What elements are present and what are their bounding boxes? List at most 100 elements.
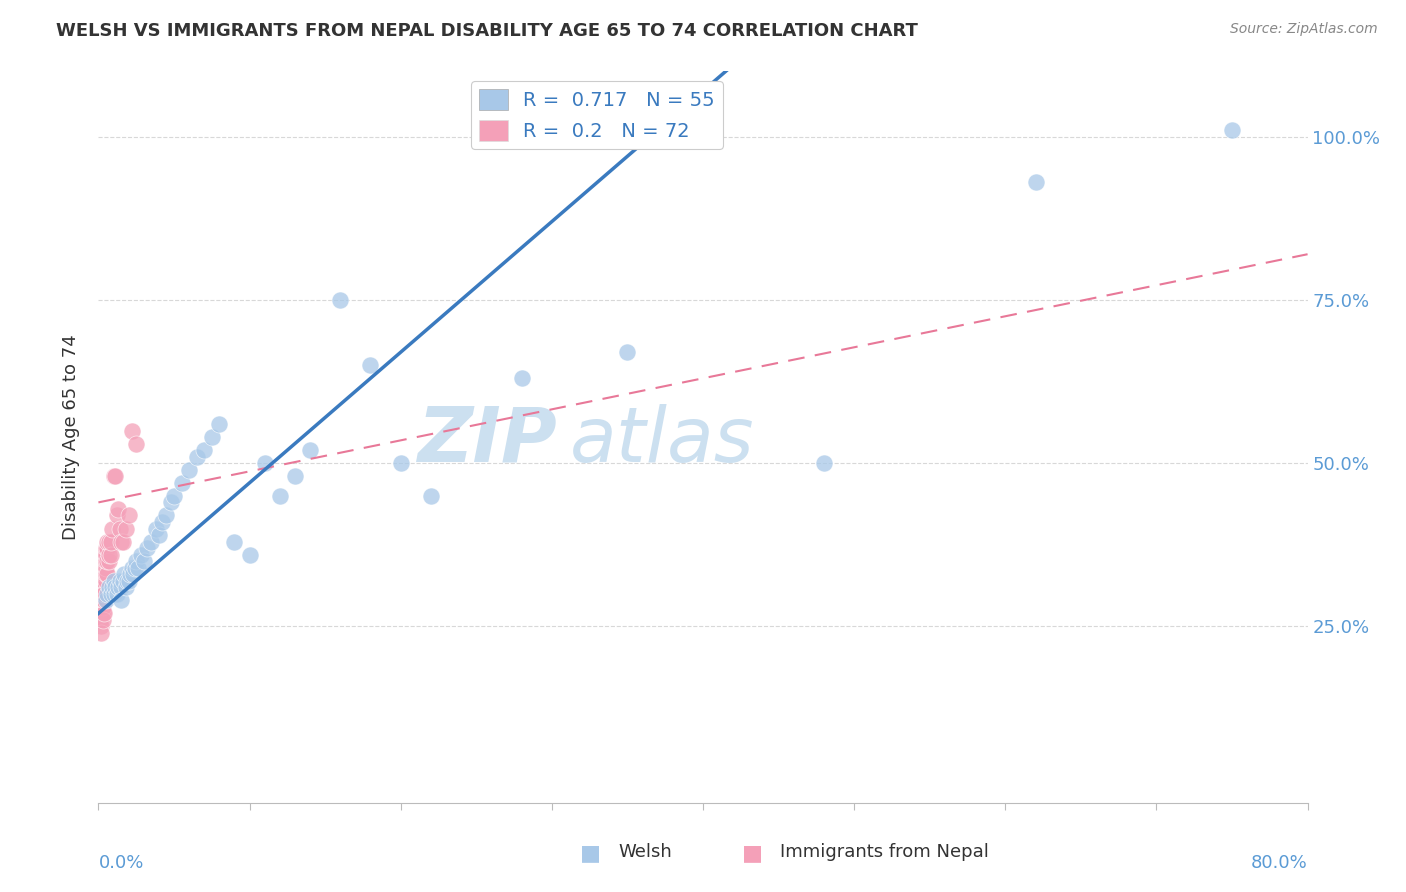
Point: [90, 580, 112, 594]
Point: [616, 345, 638, 359]
Point: [93, 554, 115, 568]
Point: [91, 560, 114, 574]
Point: [94, 593, 117, 607]
Point: [93, 593, 115, 607]
Point: [90, 548, 112, 562]
Point: [90, 599, 112, 614]
Text: 80.0%: 80.0%: [1251, 854, 1308, 872]
Point: [100, 587, 122, 601]
Point: [96, 534, 118, 549]
Point: [91, 580, 114, 594]
Point: [208, 417, 231, 431]
Point: [91, 574, 114, 588]
Point: [186, 450, 208, 464]
Text: Welsh: Welsh: [619, 843, 672, 861]
Point: [120, 567, 142, 582]
Point: [284, 469, 307, 483]
Point: [90, 587, 112, 601]
Point: [89, 587, 111, 601]
Point: [121, 424, 143, 438]
Point: [104, 580, 127, 594]
Point: [89, 574, 111, 588]
Point: [132, 554, 155, 568]
Point: [389, 456, 412, 470]
Point: [90, 560, 112, 574]
Point: [193, 443, 215, 458]
Point: [107, 580, 129, 594]
Point: [269, 489, 291, 503]
Point: [91, 587, 114, 601]
Point: [93, 560, 115, 574]
Point: [103, 469, 125, 483]
Point: [121, 560, 143, 574]
Point: [141, 534, 163, 549]
Point: [360, 358, 382, 372]
Legend: R =  0.717   N = 55, R =  0.2   N = 72: R = 0.717 N = 55, R = 0.2 N = 72: [471, 81, 723, 149]
Point: [124, 560, 146, 574]
Text: ZIP: ZIP: [418, 404, 558, 478]
Point: [101, 580, 124, 594]
Point: [89, 580, 111, 594]
Point: [96, 554, 118, 568]
Point: [813, 456, 835, 470]
Point: [90, 574, 112, 588]
Point: [145, 521, 167, 535]
Point: [89, 593, 111, 607]
Point: [108, 574, 131, 588]
Point: [111, 534, 134, 549]
Point: [93, 587, 115, 601]
Point: [110, 580, 132, 594]
Point: [98, 580, 121, 594]
Point: [90, 607, 112, 621]
Point: [91, 607, 114, 621]
Point: [253, 456, 276, 470]
Point: [110, 593, 132, 607]
Text: Immigrants from Nepal: Immigrants from Nepal: [780, 843, 990, 861]
Point: [1220, 123, 1243, 137]
Point: [122, 567, 145, 582]
Point: [98, 534, 121, 549]
Point: [91, 613, 114, 627]
Point: [104, 469, 127, 483]
Point: [93, 607, 115, 621]
Point: [125, 436, 148, 450]
Point: [91, 567, 114, 582]
Point: [108, 521, 131, 535]
Point: [115, 574, 138, 588]
Point: [91, 593, 114, 607]
Point: [94, 548, 117, 562]
Point: [90, 567, 112, 582]
Point: [111, 574, 134, 588]
Point: [101, 521, 124, 535]
Point: [94, 567, 117, 582]
Point: [89, 580, 111, 594]
Point: [89, 567, 111, 582]
Point: [96, 567, 118, 582]
Point: [100, 548, 122, 562]
Point: [89, 599, 111, 614]
Point: [160, 495, 183, 509]
Point: [129, 548, 152, 562]
Point: [135, 541, 157, 555]
Point: [163, 489, 186, 503]
Point: [89, 580, 111, 594]
Point: [93, 567, 115, 582]
Point: [90, 554, 112, 568]
Point: [100, 534, 122, 549]
Text: atlas: atlas: [569, 404, 755, 478]
Point: [148, 528, 170, 542]
Point: [105, 587, 128, 601]
Point: [299, 443, 322, 458]
Point: [224, 534, 246, 549]
Point: [125, 554, 148, 568]
Point: [170, 475, 193, 490]
Point: [89, 560, 111, 574]
Point: [90, 593, 112, 607]
Point: [91, 554, 114, 568]
Point: [96, 541, 118, 555]
Point: [90, 619, 112, 633]
Point: [329, 293, 352, 307]
Text: ■: ■: [742, 843, 762, 863]
Point: [94, 560, 117, 574]
Point: [420, 489, 443, 503]
